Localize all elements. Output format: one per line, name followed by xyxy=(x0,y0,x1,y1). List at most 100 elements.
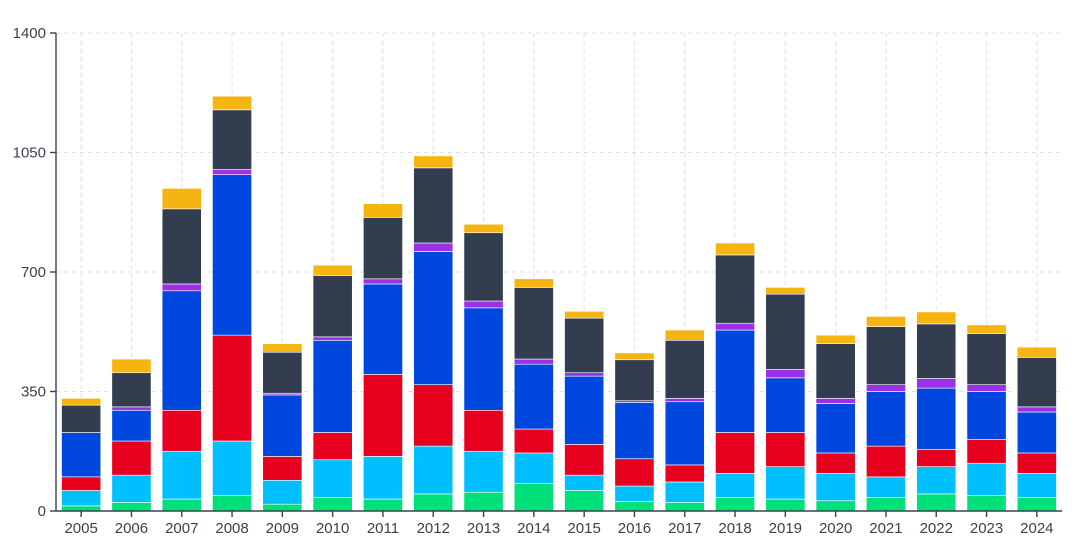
bar-segment-2020-s4 xyxy=(815,403,856,454)
bars xyxy=(61,95,1057,512)
bar-segment-2011-s1 xyxy=(363,498,403,512)
bar-segment-2018-s6 xyxy=(715,254,755,324)
bar-segment-2019-s1 xyxy=(765,498,806,512)
bar-segment-2022-s6 xyxy=(916,323,957,379)
x-tick-label: 2015 xyxy=(567,520,600,537)
bar-segment-2012-s4 xyxy=(413,251,454,385)
bar-segment-2014-s1 xyxy=(513,483,554,512)
bar-segment-2013-s1 xyxy=(463,491,504,512)
bar-segment-2012-s1 xyxy=(413,493,454,512)
bar-segment-2005-s6 xyxy=(61,404,102,433)
y-tick-label: 350 xyxy=(21,384,46,401)
bar-segment-2021-s2 xyxy=(866,476,906,498)
bar-segment-2023-s2 xyxy=(966,462,1007,496)
x-tick-label: 2021 xyxy=(869,520,902,537)
bar-segment-2017-s6 xyxy=(664,339,705,399)
bar-segment-2007-s4 xyxy=(161,290,202,411)
bar-segment-2012-s3 xyxy=(413,384,454,447)
bar-segment-2019-s5 xyxy=(765,369,806,379)
bar-segment-2009-s2 xyxy=(262,479,303,505)
bar-segment-2019-s4 xyxy=(765,377,806,433)
x-tick-label: 2020 xyxy=(819,520,852,537)
bar-segment-2012-s2 xyxy=(413,445,454,495)
bar-segment-2011-s5 xyxy=(363,278,403,285)
x-tick-label: 2018 xyxy=(718,520,751,537)
bar-segment-2013-s5 xyxy=(463,300,504,309)
bar-segment-2013-s4 xyxy=(463,307,504,411)
bar-segment-2020-s5 xyxy=(815,398,856,404)
y-tick-labels: 0 350 700 1050 1400 xyxy=(13,25,46,520)
bar-segment-2006-s1 xyxy=(111,502,152,512)
bar-segment-2012-s6 xyxy=(413,167,454,244)
x-tick-labels: 2005 2006 2007 2008 2009 2010 2011 2012 2013 2014… xyxy=(64,520,1053,537)
x-tick-label: 2017 xyxy=(668,520,701,537)
bar-segment-2006-s7 xyxy=(111,358,152,374)
bar-segment-2016-s6 xyxy=(614,359,655,402)
bar-segment-2013-s2 xyxy=(463,450,504,493)
bar-segment-2006-s5 xyxy=(111,406,152,411)
bar-segment-2020-s3 xyxy=(815,452,856,474)
x-tick-label: 2019 xyxy=(769,520,802,537)
bar-segment-2010-s5 xyxy=(312,336,353,341)
bar-segment-2014-s2 xyxy=(513,452,554,484)
bar-segment-2005-s7 xyxy=(61,398,102,406)
bar-segment-2019-s7 xyxy=(765,287,806,295)
x-tick-label: 2010 xyxy=(316,520,349,537)
bar-segment-2013-s3 xyxy=(463,409,504,452)
bar-segment-2010-s2 xyxy=(312,459,353,498)
bar-segment-2019-s3 xyxy=(765,432,806,467)
bar-segment-2007-s7 xyxy=(161,188,202,210)
bar-segment-2022-s5 xyxy=(916,378,957,389)
bar-segment-2007-s2 xyxy=(161,450,202,500)
y-tick-label: 700 xyxy=(21,264,46,281)
bar-segment-2024-s3 xyxy=(1016,452,1057,474)
bar-segment-2021-s1 xyxy=(866,497,906,512)
bar-segment-2017-s4 xyxy=(664,401,705,466)
bar-segment-2018-s1 xyxy=(715,497,755,512)
bar-segment-2010-s4 xyxy=(312,339,353,433)
bar-segment-2021-s6 xyxy=(866,326,906,385)
bar-segment-2023-s4 xyxy=(966,391,1007,440)
bar-segment-2013-s6 xyxy=(463,232,504,302)
bar-segment-2011-s6 xyxy=(363,217,403,280)
bar-segment-2021-s4 xyxy=(866,391,906,447)
bar-segment-2015-s7 xyxy=(564,310,605,319)
bar-segment-2018-s2 xyxy=(715,473,755,498)
bar-segment-2024-s5 xyxy=(1016,406,1057,413)
bar-segment-2014-s5 xyxy=(513,358,554,365)
bar-segment-2005-s3 xyxy=(61,476,102,491)
x-tick-label: 2022 xyxy=(920,520,953,537)
axes xyxy=(50,32,1062,517)
bar-segment-2008-s4 xyxy=(212,174,252,336)
bar-segment-2014-s4 xyxy=(513,363,554,430)
bar-segment-2022-s7 xyxy=(916,311,957,325)
bar-segment-2017-s5 xyxy=(664,398,705,403)
bar-segment-2005-s4 xyxy=(61,432,102,478)
bar-segment-2024-s4 xyxy=(1016,411,1057,454)
bar-segment-2006-s6 xyxy=(111,372,152,408)
bar-segment-2007-s1 xyxy=(161,498,202,512)
bar-segment-2020-s7 xyxy=(815,334,856,344)
bar-segment-2018-s3 xyxy=(715,432,755,474)
bar-segment-2017-s2 xyxy=(664,481,705,503)
bar-segment-2010-s1 xyxy=(312,497,353,512)
bar-segment-2007-s5 xyxy=(161,283,202,292)
bar-segment-2024-s7 xyxy=(1016,346,1057,358)
x-tick-label: 2006 xyxy=(115,520,148,537)
bar-segment-2007-s3 xyxy=(161,409,202,452)
bar-segment-2018-s7 xyxy=(715,242,755,256)
bar-segment-2021-s7 xyxy=(866,316,906,327)
bar-segment-2006-s4 xyxy=(111,409,152,442)
bar-segment-2015-s4 xyxy=(564,375,605,445)
bar-segment-2005-s1 xyxy=(61,505,102,512)
bar-segment-2014-s7 xyxy=(513,278,554,288)
bar-segment-2009-s6 xyxy=(262,351,303,394)
bar-segment-2022-s3 xyxy=(916,449,957,467)
bar-segment-2017-s7 xyxy=(664,329,705,341)
bar-segment-2016-s4 xyxy=(614,402,655,460)
bar-segment-2007-s6 xyxy=(161,208,202,285)
bar-segment-2016-s7 xyxy=(614,352,655,361)
bar-segment-2022-s4 xyxy=(916,387,957,450)
bar-segment-2010-s7 xyxy=(312,264,353,276)
